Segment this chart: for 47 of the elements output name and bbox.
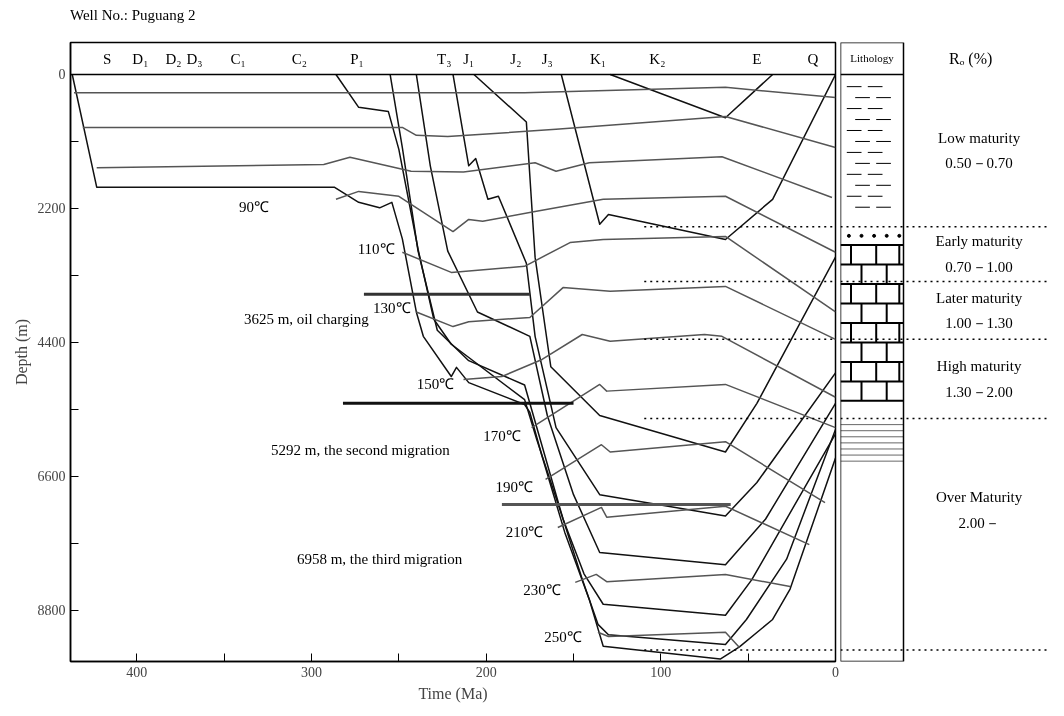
text: Later maturity 1.00－1.30 [935,289,1023,332]
annotation: Q [807,50,819,67]
annotation: 230℃ [523,581,561,598]
annotation: J₂ [510,50,522,67]
y-axis-title: Depth (m) [12,318,31,386]
x-tick-label: 300 [301,664,323,680]
annotation: D₁ [132,50,149,67]
annotation: E [752,50,762,67]
x-tick-label: 200 [475,664,497,680]
text: Over Maturity 2.00－ [935,489,1023,531]
annotation: D₂ [165,50,182,67]
x-tick-label: 0 [832,664,839,680]
annotation: S [103,50,112,67]
y-tick-label: 8800 [37,603,66,619]
annotation: K₁ [589,50,606,67]
y-tick-label: 4400 [37,335,66,351]
annotation: C₂ [291,50,307,67]
annotation: K₂ [649,50,666,67]
annotation: 190℃ [495,478,533,495]
annotation: C₁ [230,50,246,67]
annotation: 170℃ [483,428,521,445]
text: Rₒ (%) [949,49,993,68]
annotation: D₃ [186,50,203,67]
annotation: 6958 m, the third migration [296,551,463,568]
text: Low maturity 0.50－0.70 [938,129,1021,172]
annotation: J₃ [541,50,553,67]
annotation: 110℃ [357,241,395,258]
annotation: 130℃ [373,299,411,316]
x-tick-label: 100 [650,664,672,680]
annotation: 90℃ [238,198,269,215]
annotation: T₃ [437,50,452,67]
annotation: P₁ [350,50,364,67]
text: High maturity 1.30－2.00 [936,358,1022,400]
annotation: 3625 m, oil charging [243,311,370,328]
chart-title: Well No.: Puguang 2 [70,6,196,25]
annotation: J₁ [463,50,475,67]
annotation: 210℃ [505,524,544,541]
text: Lithology [850,52,895,65]
y-tick-label: 6600 [37,469,66,485]
y-tick-label: 2200 [37,201,66,217]
x-tick-label: 400 [126,664,148,680]
annotation: 150℃ [416,376,455,393]
annotation: 250℃ [544,629,582,646]
y-tick-label: 0 [58,67,66,83]
annotation: 5292 m, the second migration [271,441,451,458]
x-axis-title: Time (Ma) [418,684,488,703]
text: Early maturity 0.70－1.00 [935,233,1024,275]
